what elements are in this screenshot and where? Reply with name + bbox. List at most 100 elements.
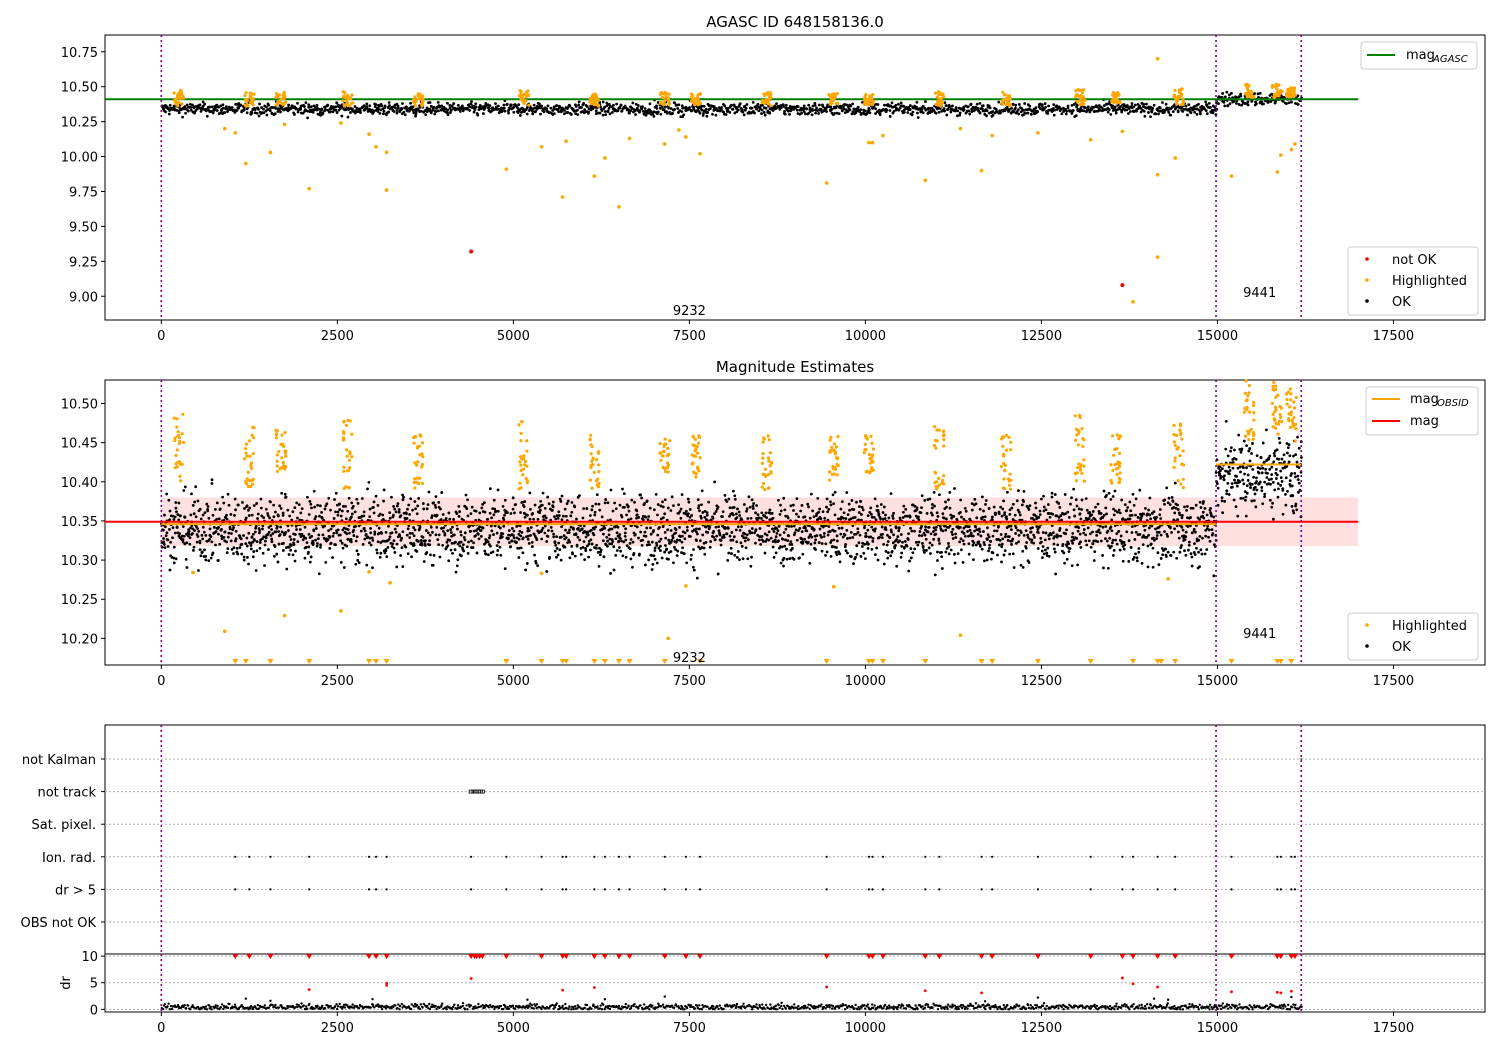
ok-point bbox=[875, 546, 879, 550]
highlighted-point bbox=[1111, 98, 1115, 102]
ok-point bbox=[692, 548, 695, 551]
ok-point bbox=[238, 534, 242, 538]
ok-point bbox=[821, 525, 825, 529]
ok-point bbox=[831, 493, 835, 497]
ok-point bbox=[661, 505, 665, 509]
ok-point bbox=[655, 541, 658, 545]
ok-point bbox=[321, 533, 325, 537]
ok-point bbox=[932, 108, 936, 112]
highlighted-point bbox=[345, 93, 350, 97]
ok-point bbox=[776, 498, 780, 502]
ok-point bbox=[1033, 535, 1036, 539]
highlighted-point bbox=[1245, 94, 1249, 99]
ok-point bbox=[884, 528, 888, 532]
ok-point bbox=[629, 538, 633, 541]
ok-point bbox=[703, 515, 707, 519]
ok-point bbox=[778, 513, 782, 516]
ok-point bbox=[570, 501, 574, 504]
ok-point bbox=[166, 538, 170, 542]
ok-point bbox=[963, 506, 967, 510]
ok-point bbox=[289, 543, 293, 547]
ok-point bbox=[198, 548, 202, 552]
ok-point bbox=[859, 500, 863, 503]
ok-point bbox=[844, 517, 848, 521]
ok-point bbox=[447, 559, 451, 563]
ok-point bbox=[1182, 107, 1186, 111]
ok-point bbox=[1256, 92, 1260, 96]
ok-point bbox=[878, 535, 882, 539]
ok-point bbox=[701, 533, 705, 537]
ok-point bbox=[603, 526, 607, 530]
highlighted-point bbox=[941, 92, 945, 96]
ok-point bbox=[1039, 536, 1043, 540]
ok-point bbox=[403, 113, 407, 117]
highlighted-point bbox=[667, 99, 671, 104]
ok-point bbox=[930, 543, 934, 547]
ok-point bbox=[947, 498, 950, 502]
ok-point bbox=[952, 552, 956, 556]
ok-point bbox=[761, 540, 765, 543]
ok-point bbox=[1052, 103, 1056, 107]
ok-point bbox=[689, 535, 692, 538]
ok-point bbox=[372, 511, 376, 515]
ok-point bbox=[272, 554, 276, 558]
legend-label: OK bbox=[1392, 295, 1411, 310]
ok-point bbox=[871, 536, 875, 540]
ok-point bbox=[439, 507, 442, 511]
ok-point bbox=[168, 509, 172, 513]
ok-point bbox=[954, 532, 957, 536]
ok-point bbox=[317, 533, 321, 537]
ok-point bbox=[315, 106, 319, 110]
ok-point bbox=[700, 503, 703, 507]
ok-point bbox=[853, 108, 857, 111]
highlighted-point bbox=[1179, 87, 1183, 92]
ok-point bbox=[726, 108, 730, 112]
ok-point bbox=[264, 536, 268, 540]
ok-point bbox=[303, 525, 307, 529]
ok-point bbox=[1130, 102, 1134, 105]
ok-point bbox=[292, 543, 296, 546]
ok-point bbox=[600, 515, 604, 519]
ok-point bbox=[411, 105, 415, 109]
ok-point bbox=[191, 103, 194, 107]
ok-point bbox=[675, 538, 679, 542]
ok-point bbox=[254, 569, 258, 572]
ok-point bbox=[341, 504, 345, 508]
ok-point bbox=[500, 535, 504, 539]
ok-point bbox=[175, 510, 178, 514]
ok-point bbox=[207, 559, 211, 563]
ok-point bbox=[488, 487, 492, 491]
ok-point bbox=[835, 104, 839, 108]
ok-point bbox=[809, 533, 812, 537]
ok-point bbox=[590, 542, 594, 546]
highlighted-point bbox=[526, 93, 530, 97]
ok-point bbox=[582, 540, 586, 543]
ok-point bbox=[733, 111, 737, 115]
ok-point bbox=[338, 502, 342, 506]
ok-point bbox=[507, 529, 511, 532]
ok-point bbox=[1260, 100, 1264, 104]
ok-point bbox=[658, 106, 662, 110]
ok-point bbox=[721, 515, 724, 519]
ok-point bbox=[909, 556, 913, 560]
ok-point bbox=[531, 511, 535, 515]
highlighted-point bbox=[867, 140, 871, 145]
legend-subscript: AGASC bbox=[1432, 54, 1468, 65]
ok-point bbox=[732, 506, 736, 509]
ok-point bbox=[421, 502, 425, 505]
ok-point bbox=[455, 512, 459, 515]
ok-point bbox=[543, 507, 547, 510]
ok-point bbox=[733, 553, 737, 557]
ok-point bbox=[903, 540, 907, 543]
ok-point bbox=[802, 110, 806, 114]
ok-point bbox=[614, 537, 618, 541]
ok-point bbox=[288, 535, 292, 539]
highlighted-point bbox=[1277, 90, 1281, 94]
ok-point bbox=[548, 556, 551, 559]
ok-point bbox=[861, 508, 865, 512]
ok-point bbox=[1142, 102, 1146, 106]
ok-point bbox=[511, 496, 515, 500]
ok-point bbox=[1027, 508, 1031, 511]
ok-point bbox=[835, 539, 839, 543]
ok-point bbox=[829, 500, 832, 504]
